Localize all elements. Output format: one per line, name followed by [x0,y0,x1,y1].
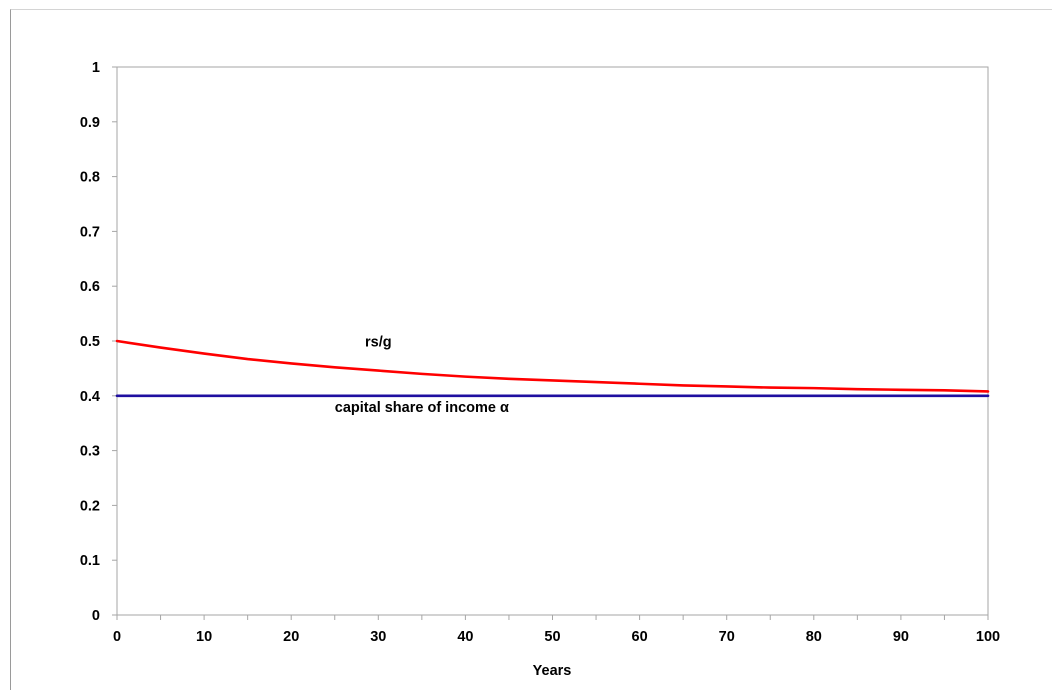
chart-frame [10,9,1052,690]
x-tick-label: 100 [976,629,1000,645]
series-group [115,339,990,398]
plot-area [116,66,989,616]
x-tick-label: 20 [283,629,299,645]
y-tick-label: 1 [92,60,100,76]
series-line-0 [115,339,990,393]
annotations: rs/g capital share of income α [335,334,509,416]
x-tick-label: 10 [196,629,212,645]
y-tick-label: 0.8 [80,170,100,186]
y-axis: 0 0.1 0.2 0.3 0.4 0.5 0.6 0.7 0.8 0.9 1 [80,60,117,624]
y-tick-label: 0.6 [80,279,100,295]
x-axis-title: Years [533,663,572,679]
y-tick-label: 0.2 [80,498,100,514]
y-tick-label: 0.1 [80,553,100,569]
x-tick-label: 30 [370,629,386,645]
x-axis: 0 10 20 30 40 50 60 70 80 90 100 [113,615,1000,645]
y-tick-label: 0.7 [80,224,100,240]
x-tick-label: 70 [719,629,735,645]
y-tick-label: 0.3 [80,444,100,460]
x-tick-label: 80 [806,629,822,645]
x-tick-label: 60 [632,629,648,645]
x-tick-label: 0 [113,629,121,645]
y-tick-label: 0 [92,608,100,624]
y-tick-label: 0.5 [80,334,100,350]
x-tick-label: 90 [893,629,909,645]
y-tick-label: 0.4 [80,389,100,405]
y-tick-label: 0.9 [80,115,100,131]
annotation-label: rs/g [365,334,392,350]
x-tick-label: 40 [457,629,473,645]
x-tick-label: 50 [544,629,560,645]
annotation-label: capital share of income α [335,400,509,416]
